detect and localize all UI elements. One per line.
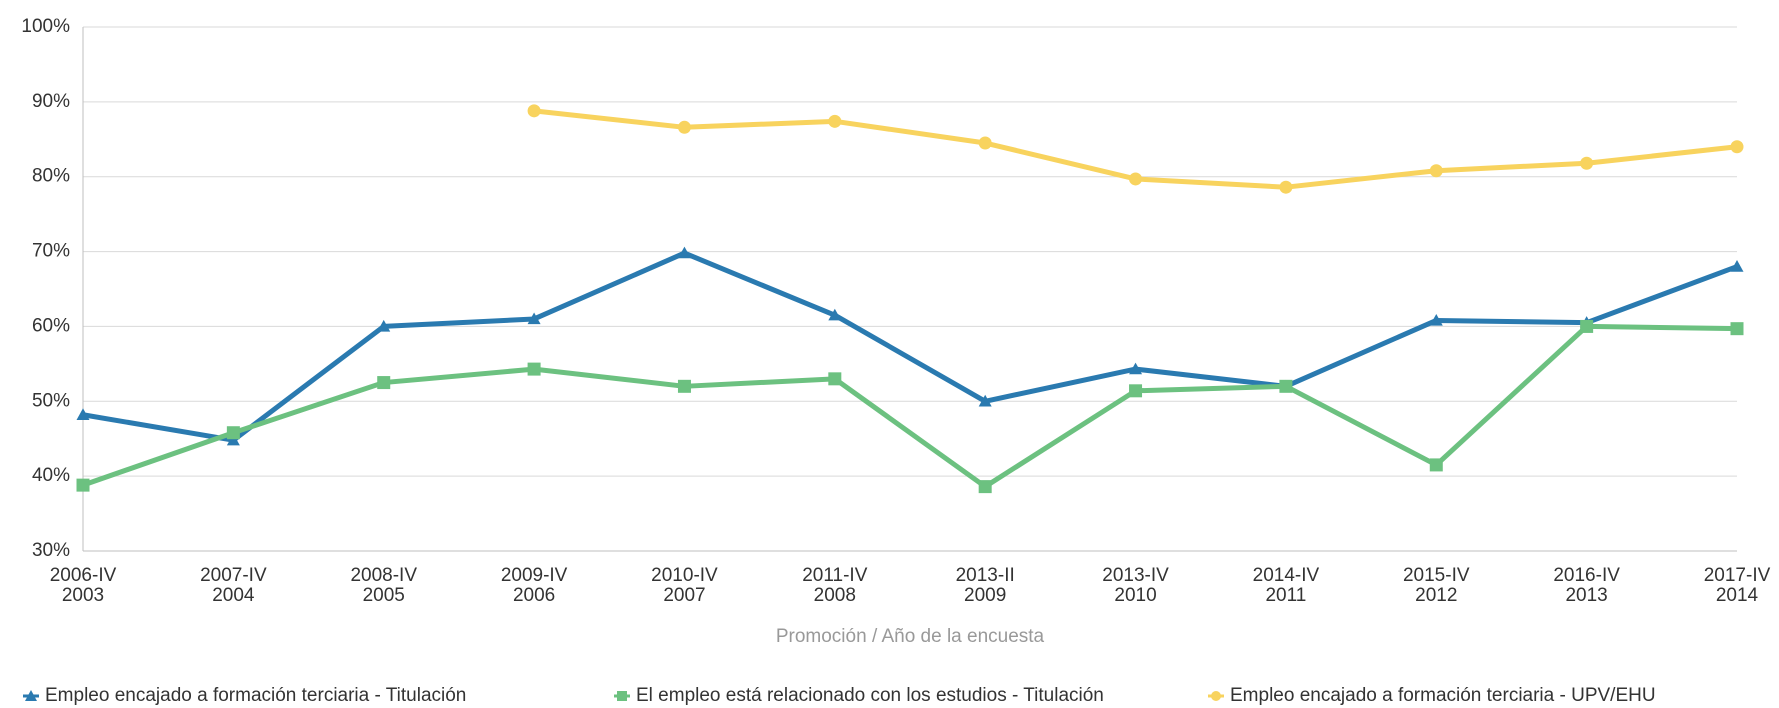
x-tick-label: 2010 bbox=[1114, 585, 1156, 606]
x-tick-label: 2013 bbox=[1565, 585, 1607, 606]
marker bbox=[1429, 458, 1443, 472]
marker bbox=[677, 246, 691, 259]
marker bbox=[1279, 379, 1293, 393]
marker bbox=[1429, 313, 1443, 326]
x-tick-label: 2016-IV bbox=[1553, 565, 1620, 586]
x-tick-label: 2006 bbox=[513, 585, 555, 606]
x-tick-label: 2014 bbox=[1716, 585, 1759, 606]
x-tick-label: 2004 bbox=[212, 585, 255, 606]
legend-label: Empleo encajado a formación terciaria - … bbox=[1230, 685, 1656, 706]
x-tick-label: 2011 bbox=[1265, 585, 1306, 606]
marker bbox=[1129, 172, 1143, 186]
marker bbox=[978, 394, 992, 407]
y-tick-label: 60% bbox=[32, 315, 70, 336]
legend-label: El empleo está relacionado con los estud… bbox=[636, 685, 1104, 706]
x-tick-label: 2009-IV bbox=[501, 565, 568, 586]
marker bbox=[76, 408, 90, 420]
x-tick-label: 2014-IV bbox=[1253, 565, 1320, 586]
marker bbox=[226, 426, 240, 440]
y-tick-label: 90% bbox=[32, 91, 70, 112]
x-tick-label: 2015-IV bbox=[1403, 565, 1470, 586]
y-tick-label: 30% bbox=[32, 540, 70, 561]
marker bbox=[1580, 156, 1594, 170]
x-tick-label: 2013-IV bbox=[1102, 565, 1169, 586]
x-tick-label: 2008-IV bbox=[350, 565, 417, 586]
x-tick-label: 2007-IV bbox=[200, 565, 267, 586]
marker bbox=[1129, 384, 1143, 398]
y-tick-label: 50% bbox=[32, 390, 70, 411]
x-tick-label: 2007 bbox=[663, 585, 705, 606]
marker bbox=[76, 478, 90, 492]
x-tick-label: 2005 bbox=[363, 585, 405, 606]
marker bbox=[978, 136, 992, 150]
marker bbox=[1730, 140, 1744, 154]
legend-label: Empleo encajado a formación terciaria - … bbox=[45, 685, 466, 706]
x-tick-label: 2013-II bbox=[956, 565, 1015, 586]
x-tick-label: 2006-IV bbox=[50, 565, 117, 586]
y-tick-label: 40% bbox=[32, 465, 70, 486]
marker bbox=[828, 308, 842, 321]
legend-marker bbox=[1211, 691, 1221, 701]
marker bbox=[1730, 260, 1744, 272]
x-tick-label: 2017-IV bbox=[1704, 565, 1771, 586]
y-tick-label: 70% bbox=[32, 241, 70, 262]
x-tick-label: 2012 bbox=[1415, 585, 1457, 606]
x-axis-label: Promoción / Año de la encuesta bbox=[776, 626, 1045, 647]
x-tick-label: 2011-IV bbox=[802, 565, 867, 586]
marker bbox=[226, 433, 240, 446]
marker bbox=[1129, 362, 1143, 375]
x-tick-label: 2010-IV bbox=[651, 565, 718, 586]
marker bbox=[527, 312, 541, 325]
y-tick-label: 80% bbox=[32, 166, 70, 187]
x-tick-label: 2008 bbox=[814, 585, 856, 606]
x-tick-label: 2003 bbox=[62, 585, 104, 606]
marker bbox=[377, 319, 391, 332]
marker bbox=[1580, 319, 1594, 333]
marker bbox=[978, 480, 992, 494]
marker bbox=[677, 120, 691, 134]
marker bbox=[1429, 164, 1443, 178]
legend-marker bbox=[617, 691, 627, 701]
marker bbox=[828, 372, 842, 386]
marker bbox=[527, 104, 541, 118]
marker bbox=[677, 379, 691, 393]
marker bbox=[828, 114, 842, 128]
series-line bbox=[82, 323, 1738, 490]
x-tick-label: 2009 bbox=[964, 585, 1006, 606]
marker bbox=[1279, 180, 1293, 194]
y-tick-label: 100% bbox=[21, 16, 70, 37]
legend-marker bbox=[25, 690, 37, 701]
marker bbox=[377, 376, 391, 390]
marker bbox=[1730, 322, 1744, 336]
series-line bbox=[82, 250, 1738, 443]
marker bbox=[527, 362, 541, 376]
